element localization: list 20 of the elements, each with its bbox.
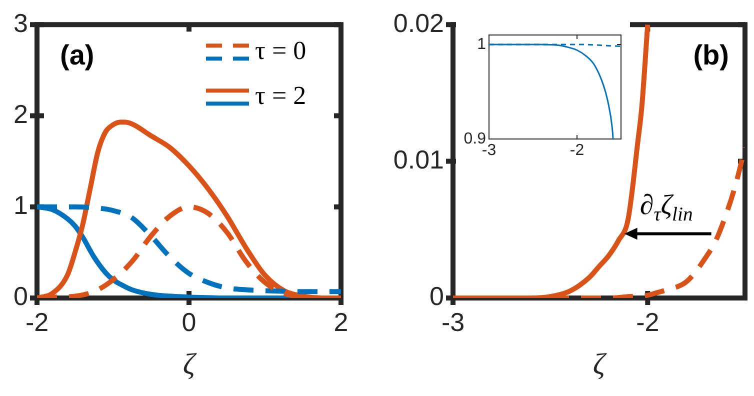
x-axis-title: ζ xyxy=(592,348,607,381)
x-axis-title: ζ xyxy=(182,348,197,381)
y-tick-label: 0.01 xyxy=(393,144,444,174)
y-tick-label: 0 xyxy=(430,281,444,312)
x-tick-label: 2 xyxy=(334,306,348,337)
x-tick-label: -3 xyxy=(441,306,465,337)
y-tick-label: 1 xyxy=(477,36,486,53)
legend-label: τ = 2 xyxy=(255,80,306,110)
y-tick-label: 2 xyxy=(14,98,28,129)
y-tick-label: 0.02 xyxy=(393,8,444,38)
y-tick-label: 3 xyxy=(14,8,28,38)
y-tick-label: 1 xyxy=(14,190,28,220)
text: (b) xyxy=(693,39,729,70)
x-tick-label: -2 xyxy=(25,306,49,337)
x-tick-label: 0 xyxy=(182,306,196,337)
x-tick-label: -2 xyxy=(636,306,660,337)
y-tick-label: 0 xyxy=(14,281,28,312)
legend-label: τ = 0 xyxy=(255,36,306,65)
x-tick-label: -2 xyxy=(570,142,584,160)
text: (a) xyxy=(60,39,94,70)
